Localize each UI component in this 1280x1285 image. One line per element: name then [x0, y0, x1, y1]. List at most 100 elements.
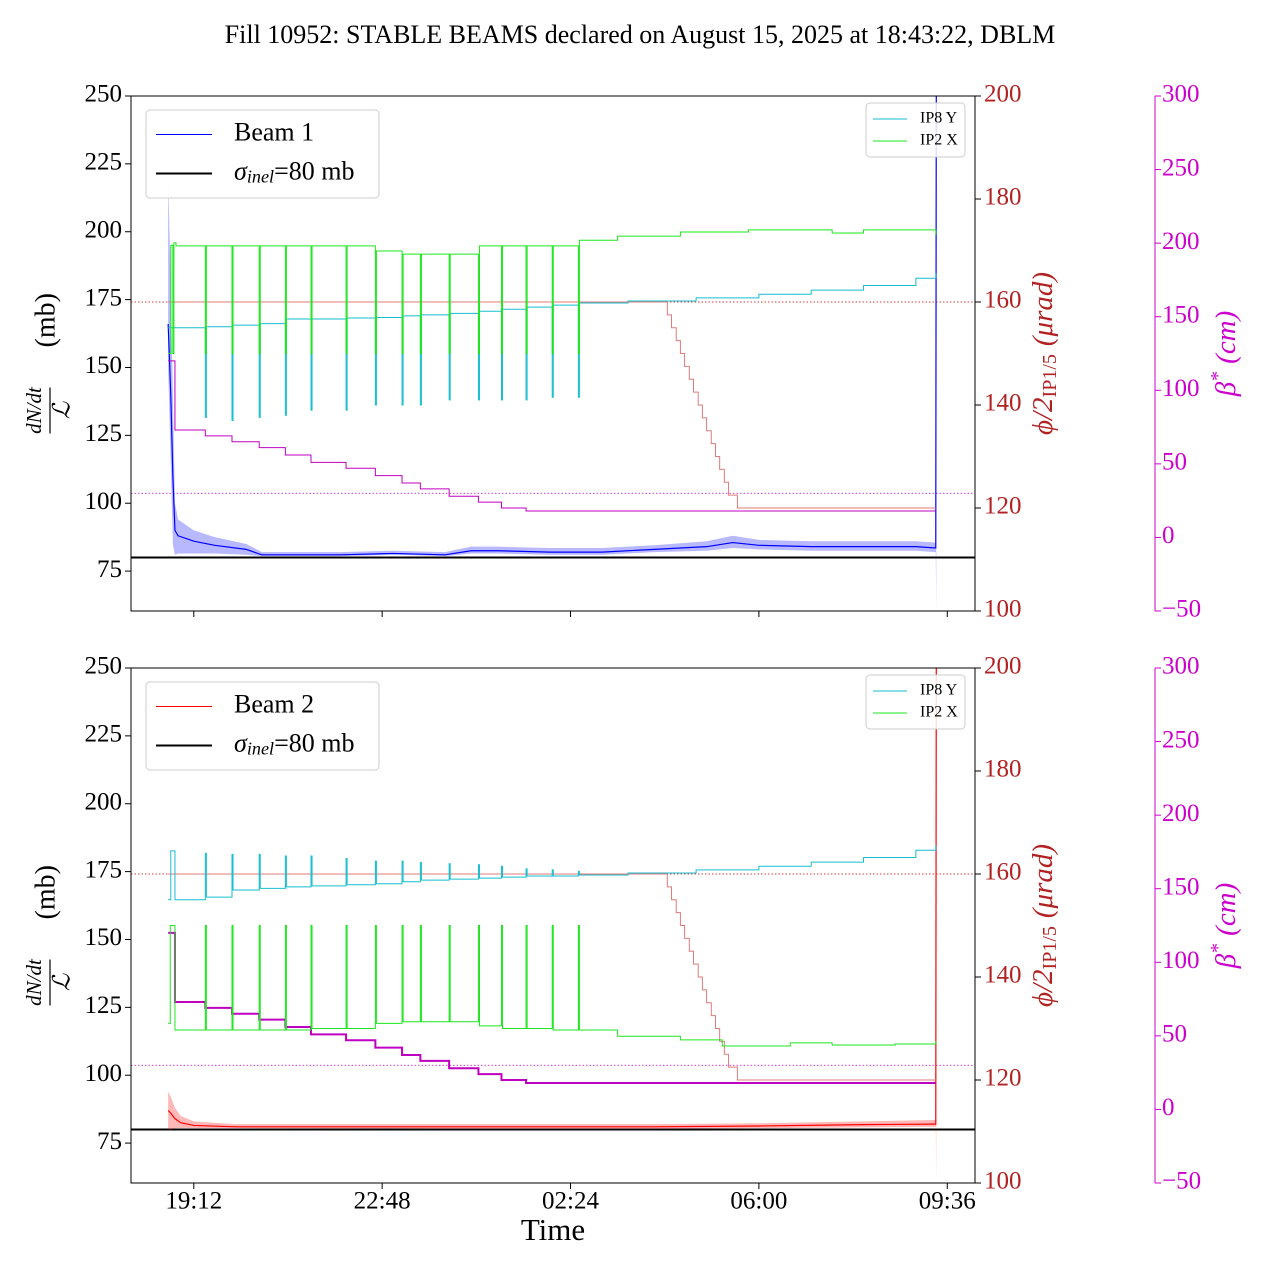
y-tick-label: 150 [85, 924, 123, 951]
x-tick-label: 09:36 [919, 1188, 976, 1215]
y3-tick-label: 150 [1162, 873, 1200, 900]
plot-area [131, 96, 975, 611]
series-line [168, 873, 936, 1081]
legend-label: σinel=80 mb [234, 156, 355, 186]
plot-area [131, 668, 975, 1183]
legend-symbol: σ [234, 728, 248, 757]
y2-tick-label: 100 [984, 596, 1022, 623]
y3-tick-label: 250 [1162, 154, 1200, 181]
x-tick-label: 22:48 [354, 1188, 411, 1215]
legend-label: Beam 2 [234, 689, 314, 718]
y3-tick-label: 250 [1162, 726, 1200, 753]
y2-tick-label: 160 [984, 859, 1022, 886]
y-tick-label: 225 [85, 149, 123, 176]
y-axis-label: dN/dt ℒ (mb) [22, 865, 76, 1006]
y2-label-subscript: IP1/5 [1039, 354, 1061, 397]
y3-label-unit: (cm) [1210, 311, 1242, 364]
y-label-unit: (mb) [30, 293, 61, 347]
x-tick-label: 06:00 [730, 1188, 787, 1215]
series-line [167, 96, 937, 556]
y2-label-unit: (μrad) [1027, 844, 1059, 918]
y2-tick-label: 180 [984, 756, 1022, 783]
plot-frame [130, 95, 976, 612]
y2-tick-label: 180 [984, 184, 1022, 211]
series-line [168, 845, 937, 901]
y2-label: ϕ/2IP1/5 (μrad) [1027, 272, 1061, 435]
legend-subscript: inel [247, 739, 274, 759]
y-label-denominator: ℒ [50, 401, 76, 419]
y-tick-label: 250 [85, 653, 123, 680]
y3-tick-label: 100 [1162, 375, 1200, 402]
figure-title: Fill 10952: STABLE BEAMS declared on Aug… [225, 20, 1056, 49]
y2-tick-label: 200 [984, 81, 1022, 108]
series-line [168, 229, 937, 354]
y2-label-subscript: IP1/5 [1039, 926, 1061, 969]
y-tick-label: 175 [85, 856, 123, 883]
legend-label: σinel=80 mb [234, 728, 355, 758]
y3-tick-label: −50 [1162, 596, 1201, 623]
y3-label-superscript: * [1207, 372, 1229, 382]
y2-label-unit: (μrad) [1027, 272, 1059, 346]
legend: Beam 1 σinel=80 mb [145, 109, 380, 199]
y2-label-main: ϕ/2 [1027, 969, 1059, 1007]
series-line [168, 360, 936, 512]
legend-label: Beam 1 [234, 117, 314, 146]
y3-label-unit: (cm) [1210, 883, 1242, 936]
y-axis-label: dN/dt ℒ (mb) [22, 293, 76, 434]
legend-box [865, 674, 966, 730]
y3-tick-label: 150 [1162, 301, 1200, 328]
legend-symbol: σ [234, 156, 248, 185]
y3-tick-label: −50 [1162, 1168, 1201, 1195]
y3-label-superscript: * [1207, 944, 1229, 954]
legend-box [145, 109, 380, 199]
x-tick-label: 02:24 [542, 1188, 599, 1215]
y-tick-label: 200 [85, 788, 123, 815]
y-tick-label: 75 [97, 556, 122, 583]
y-tick-label: 125 [85, 420, 123, 447]
y3-label: β* (cm) [1207, 311, 1242, 398]
y-tick-label: 100 [85, 488, 123, 515]
series-line [168, 273, 937, 421]
y3-label-main: β [1210, 381, 1242, 397]
y-tick-label: 100 [85, 1060, 123, 1087]
legend-subscript: inel [247, 167, 274, 187]
y-tick-label: 75 [97, 1128, 122, 1155]
y2-axis-label: ϕ/2IP1/5 (μrad) [1027, 844, 1061, 1007]
y3-tick-label: 200 [1162, 800, 1200, 827]
y3-tick-label: 200 [1162, 228, 1200, 255]
y-tick-label: 200 [85, 216, 123, 243]
y2-tick-label: 120 [984, 493, 1022, 520]
y-tick-label: 250 [85, 81, 123, 108]
legend: IP8 Y IP2 X [865, 674, 966, 730]
legend-box [865, 102, 966, 158]
x-tick-label: 19:12 [165, 1188, 222, 1215]
y-tick-label: 175 [85, 284, 123, 311]
y2-tick-label: 100 [984, 1168, 1022, 1195]
y2-label: ϕ/2IP1/5 (μrad) [1027, 844, 1061, 1007]
legend-rest: =80 mb [274, 728, 354, 757]
y-tick-label: 150 [85, 352, 123, 379]
y2-tick-label: 160 [984, 287, 1022, 314]
panel: 75 100 125 150 175 200 225 250 100 120 140 160 180 20… [22, 81, 1242, 623]
y3-tick-label: 50 [1162, 1021, 1187, 1048]
y2-tick-label: 140 [984, 962, 1022, 989]
legend-label: IP8 Y [920, 110, 958, 127]
y-label-numerator: dN/dt [22, 386, 46, 434]
y2-tick-label: 200 [984, 653, 1022, 680]
y2-tick-label: 120 [984, 1065, 1022, 1092]
y3-axis-label: β* (cm) [1207, 311, 1242, 398]
y3-tick-label: 300 [1162, 81, 1200, 108]
x-axis-label: Time [521, 1212, 585, 1247]
panel: 75 100 125 150 175 200 225 250 100 120 140 160 180 20… [22, 653, 1242, 1247]
legend-label: IP2 X [920, 704, 958, 721]
y3-tick-label: 100 [1162, 947, 1200, 974]
y2-tick-label: 140 [984, 390, 1022, 417]
y-label-unit: (mb) [30, 865, 61, 919]
legend-label: IP2 X [920, 132, 958, 149]
series-line [167, 668, 937, 1128]
series-line [168, 925, 937, 1047]
legend: IP8 Y IP2 X [865, 102, 966, 158]
y2-axis-label: ϕ/2IP1/5 (μrad) [1027, 272, 1061, 435]
